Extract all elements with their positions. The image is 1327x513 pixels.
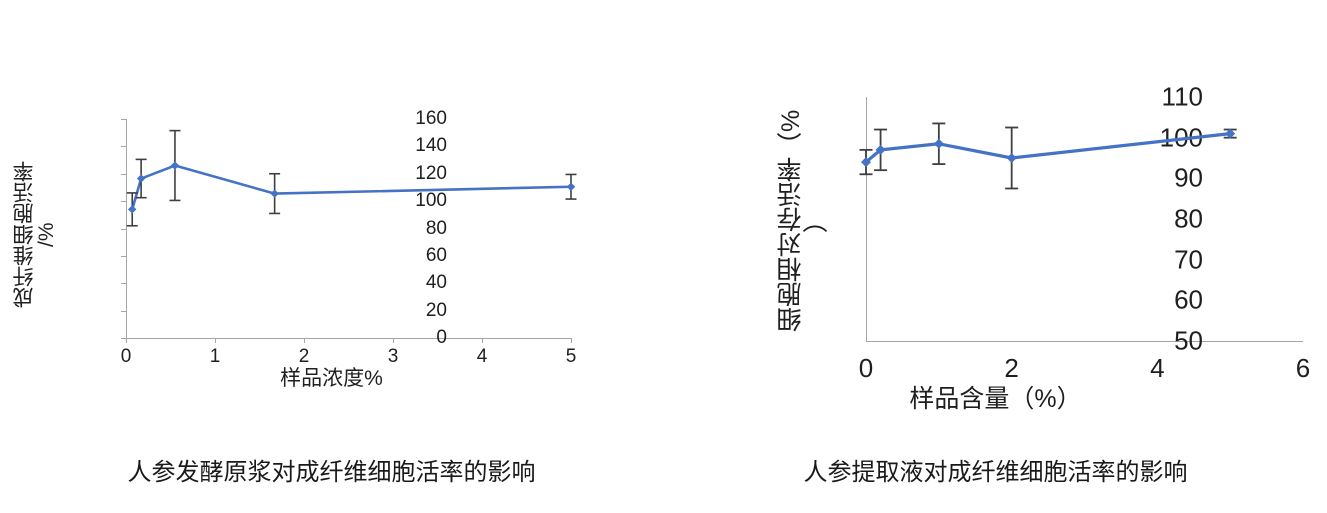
caption-right: 人参提取液对成纤维细胞活率的影响 bbox=[803, 459, 1188, 486]
x-tick-mark bbox=[571, 338, 572, 343]
chart-left: 0 20 40 60 80 100 120 140 160 0 1 2 3 4 5 bbox=[10, 95, 610, 395]
data-point-marker bbox=[1006, 153, 1017, 163]
series-layer bbox=[126, 129, 577, 227]
data-point-marker bbox=[136, 174, 146, 183]
x-tick-label: 4 bbox=[1150, 353, 1165, 383]
y-tick-mark bbox=[121, 255, 126, 257]
y-tick-mark bbox=[121, 201, 126, 203]
data-point-marker bbox=[933, 138, 944, 149]
plot-area-right: 50 60 70 80 90 100 110 0 2 4 6 bbox=[859, 82, 1310, 384]
x-tick-label: 0 bbox=[858, 353, 874, 383]
data-point-marker bbox=[270, 189, 279, 198]
data-point-marker bbox=[170, 161, 180, 170]
y-tick-label: 70 bbox=[1174, 244, 1203, 275]
series-layer bbox=[859, 122, 1237, 190]
chart-right: 50 60 70 80 90 100 110 0 2 4 6 bbox=[774, 75, 1327, 405]
x-tick-mark bbox=[304, 338, 305, 343]
y-tick-mark bbox=[121, 228, 126, 230]
x-tick-label: 6 bbox=[1295, 353, 1311, 383]
data-point-marker bbox=[128, 205, 137, 214]
y-tick-mark bbox=[121, 119, 126, 120]
x-axis-title-left: 样品浓度% bbox=[280, 367, 383, 390]
series-line bbox=[130, 164, 573, 211]
y-tick-label: 110 bbox=[1161, 81, 1203, 112]
y-tick-label: 60 bbox=[1174, 284, 1203, 315]
y-tick-label: 20 bbox=[425, 299, 447, 321]
data-point-marker bbox=[875, 144, 886, 155]
y-tick-label: 120 bbox=[415, 162, 447, 184]
caption-left: 人参发酵原浆对成纤维细胞活率的影响 bbox=[127, 459, 536, 486]
y-tick-mark bbox=[121, 338, 126, 339]
x-tick-label: 2 bbox=[1004, 353, 1019, 383]
x-tick-mark bbox=[393, 338, 394, 343]
y-tick-label: 40 bbox=[425, 272, 447, 294]
y-axis-line bbox=[126, 119, 127, 338]
y-tick-label: 60 bbox=[425, 244, 447, 266]
y-axis-line bbox=[866, 97, 867, 341]
data-point-marker bbox=[1225, 128, 1236, 139]
y-axis-title-left: 成纤维细胞活率 /% bbox=[13, 161, 58, 309]
x-axis-line bbox=[866, 341, 1303, 342]
data-point-marker bbox=[566, 182, 576, 191]
y-axis-title-right: 细胞相对存活率（% ） bbox=[777, 109, 831, 332]
chart-panel-left: 0 20 40 60 80 100 120 140 160 0 1 2 3 4 5 成纤维细胞活率 /% 样… bbox=[0, 0, 663, 513]
data-point-marker bbox=[861, 157, 871, 168]
x-tick-label: 5 bbox=[565, 346, 577, 367]
y-tick-label: 90 bbox=[1174, 162, 1203, 193]
chart-panel-right: 50 60 70 80 90 100 110 0 2 4 6 bbox=[664, 0, 1327, 513]
x-tick-label: 1 bbox=[209, 346, 221, 367]
x-tick-mark bbox=[482, 338, 483, 343]
x-axis-line bbox=[126, 338, 571, 339]
x-tick-label: 3 bbox=[387, 346, 399, 367]
y-tick-label: 0 bbox=[436, 327, 447, 348]
x-tick-label: 2 bbox=[298, 346, 310, 367]
y-tick-mark bbox=[121, 146, 126, 148]
x-tick-label: 4 bbox=[476, 346, 488, 367]
y-tick-mark bbox=[121, 173, 126, 175]
y-tick-mark bbox=[121, 310, 126, 312]
y-tick-label: 140 bbox=[415, 135, 447, 157]
x-tick-label: 0 bbox=[120, 346, 132, 367]
y-tick-label: 160 bbox=[415, 108, 447, 129]
y-tick-label: 50 bbox=[1174, 325, 1203, 356]
y-tick-label: 80 bbox=[1174, 203, 1203, 234]
y-tick-mark bbox=[121, 283, 126, 285]
x-tick-mark bbox=[215, 338, 216, 343]
y-tick-label: 80 bbox=[425, 217, 447, 239]
plot-area-left: 0 20 40 60 80 100 120 140 160 0 1 2 3 4 5 bbox=[121, 108, 577, 367]
y-tick-label: 100 bbox=[415, 190, 447, 212]
x-tick-mark bbox=[126, 338, 127, 343]
series-line bbox=[864, 131, 1232, 164]
x-axis-title-right: 样品含量（%） bbox=[909, 385, 1082, 413]
